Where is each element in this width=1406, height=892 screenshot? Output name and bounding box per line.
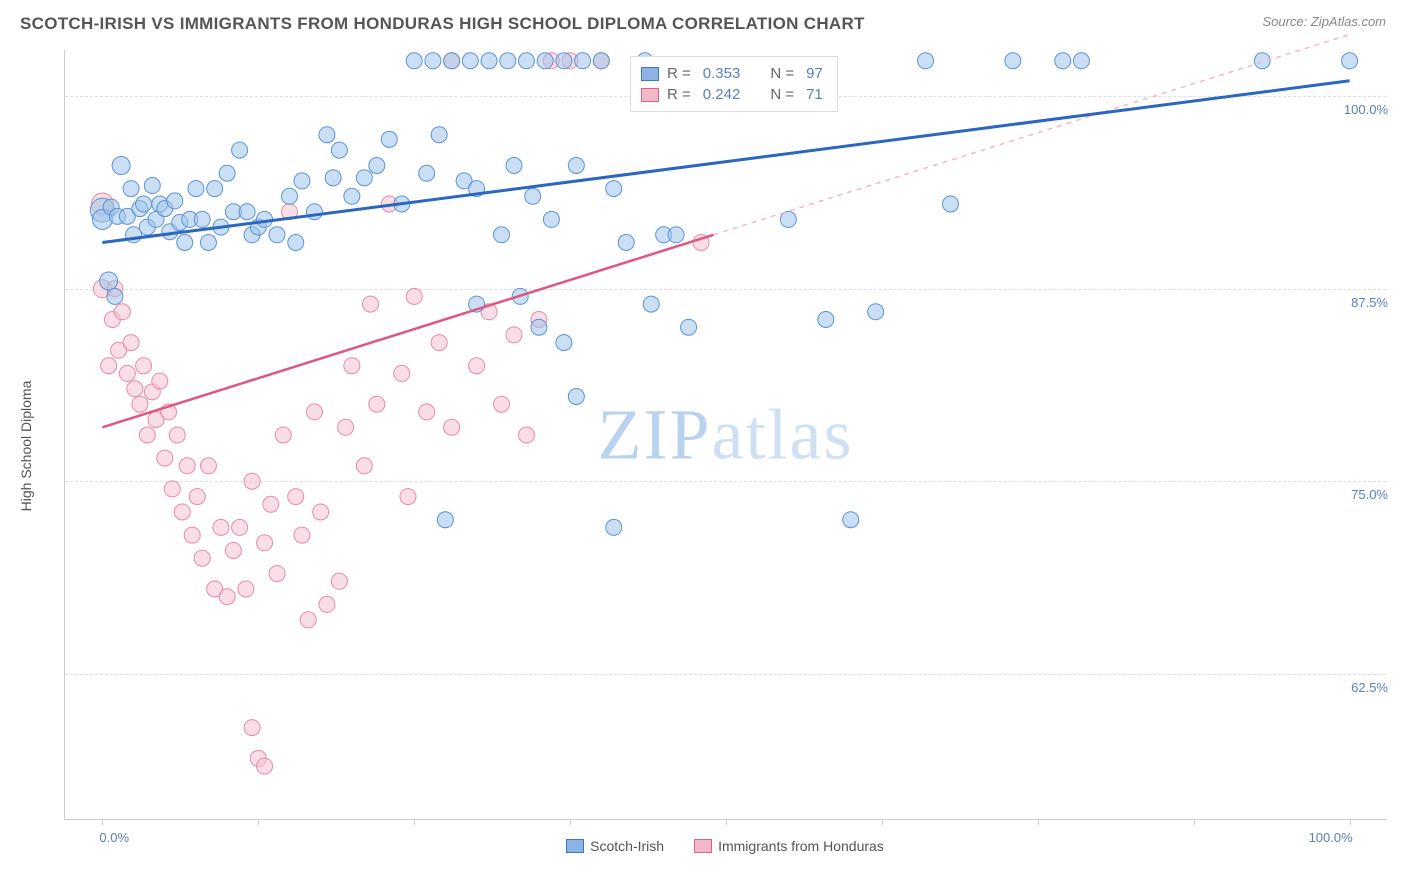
x-tick <box>882 819 883 825</box>
x-tick <box>258 819 259 825</box>
x-tick <box>570 819 571 825</box>
legend-swatch <box>566 839 584 853</box>
plot-area: ZIPatlas R =0.353N =97R =0.242N =71 62.5… <box>64 50 1386 820</box>
x-tick <box>1350 819 1351 825</box>
chart-area: ZIPatlas R =0.353N =97R =0.242N =71 62.5… <box>64 50 1386 820</box>
legend-item: Immigrants from Honduras <box>694 838 884 854</box>
legend-row: R = 0.242 N = 71 <box>641 84 827 105</box>
r-value: 0.242 <box>703 86 741 103</box>
legend-row: R = 0.353 N = 97 <box>641 63 827 84</box>
series-legend: Scotch-Irish Immigrants from Honduras <box>64 838 1386 854</box>
correlation-legend: R = 0.353 N = 97 R = 0.242 N = 71 <box>630 56 838 112</box>
legend-swatch <box>641 67 659 81</box>
n-label: N = <box>770 86 794 103</box>
chart-title: SCOTCH-IRISH VS IMMIGRANTS FROM HONDURAS… <box>20 14 865 34</box>
x-tick <box>414 819 415 825</box>
n-value: 97 <box>806 65 823 82</box>
regression-line <box>102 235 713 427</box>
legend-label: Immigrants from Honduras <box>718 838 884 854</box>
legend-item: Scotch-Irish <box>566 838 664 854</box>
regression-layer <box>65 50 1386 819</box>
x-tick <box>726 819 727 825</box>
x-tick <box>1038 819 1039 825</box>
n-label: N = <box>770 65 794 82</box>
n-value: 71 <box>806 86 823 103</box>
r-label: R = <box>667 86 691 103</box>
legend-label: Scotch-Irish <box>590 838 664 854</box>
x-tick <box>102 819 103 825</box>
legend-swatch <box>694 839 712 853</box>
legend-swatch <box>641 88 659 102</box>
x-tick <box>1194 819 1195 825</box>
y-axis-label: High School Diploma <box>18 381 34 512</box>
r-label: R = <box>667 65 691 82</box>
r-value: 0.353 <box>703 65 741 82</box>
source-label: Source: ZipAtlas.com <box>1262 14 1386 29</box>
